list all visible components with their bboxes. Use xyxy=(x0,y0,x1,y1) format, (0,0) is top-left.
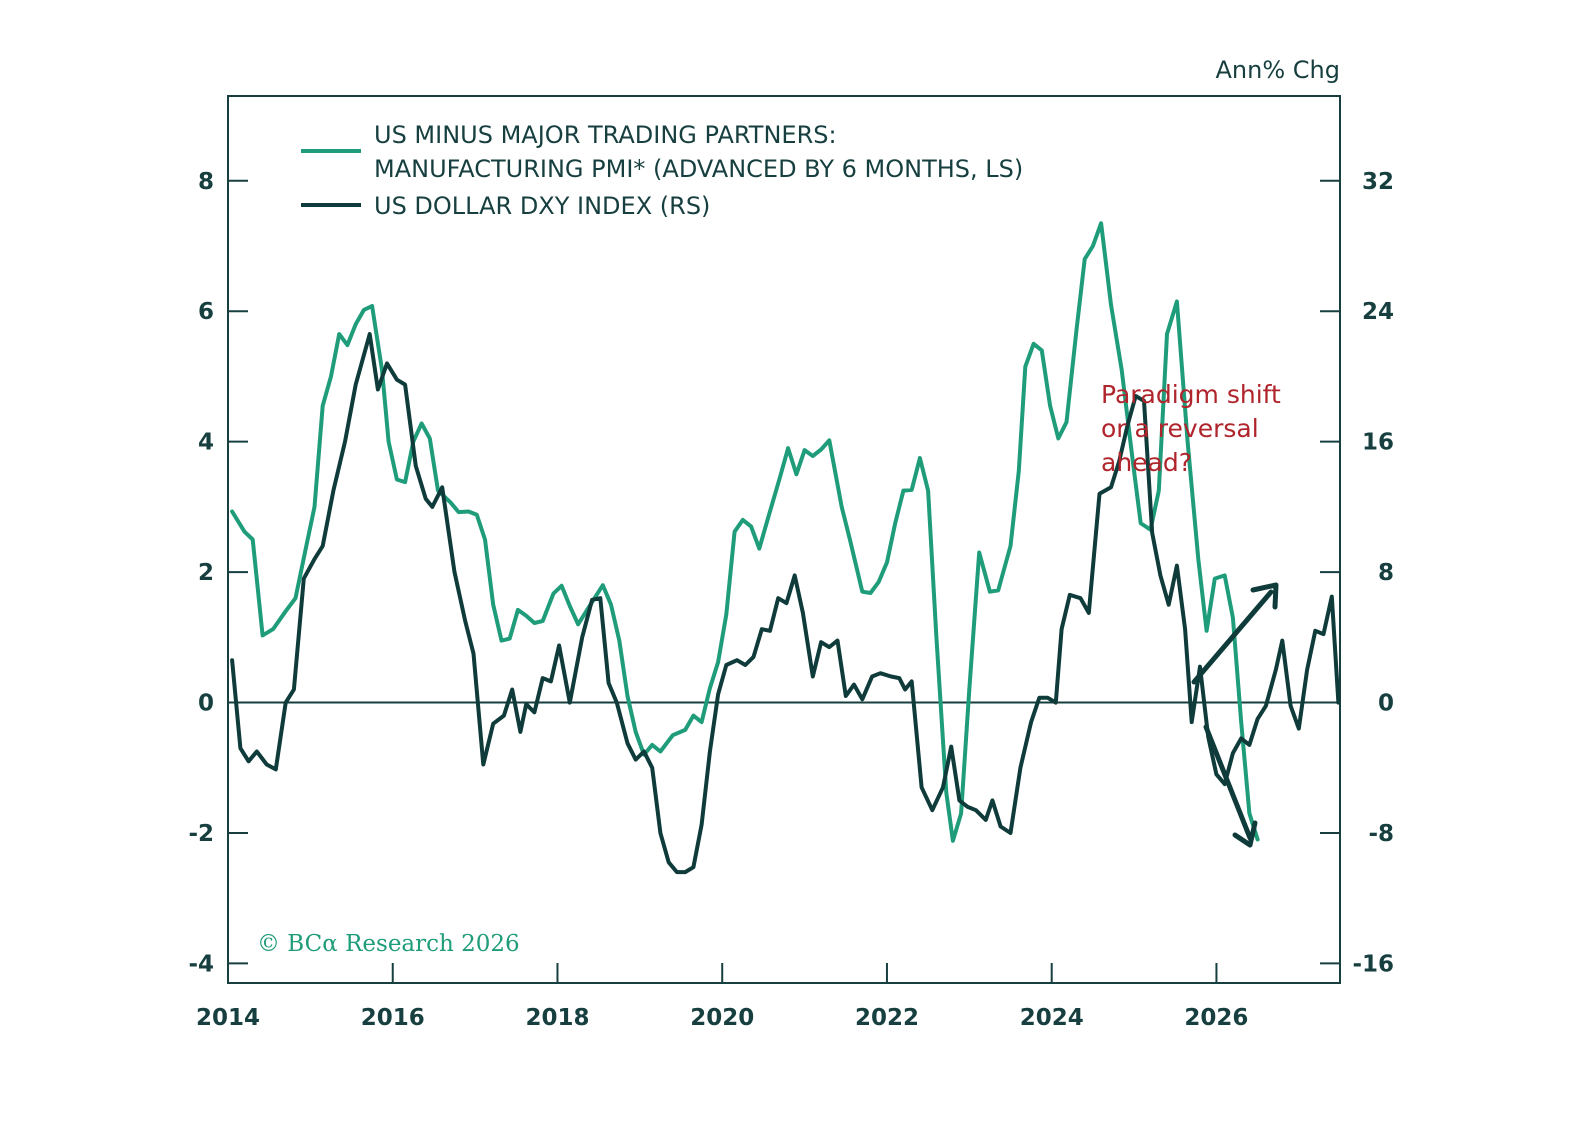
left-tick-label: 0 xyxy=(198,691,214,717)
left-tick-label: 6 xyxy=(198,299,214,325)
copyright-label: © BCα Research 2026 xyxy=(257,931,520,957)
left-tick-label: 4 xyxy=(198,430,214,456)
x-tick-label: 2022 xyxy=(855,1005,919,1031)
annotation-line-2: or a reversal xyxy=(1101,414,1259,443)
left-axis: -4 -2 0 2 4 6 8 xyxy=(188,169,248,977)
left-tick-label: 2 xyxy=(198,560,214,586)
arrow-up-icon xyxy=(1191,582,1279,685)
arrow-down-icon xyxy=(1203,724,1258,848)
legend-label-pmi-line2: MANUFACTURING PMI* (ADVANCED BY 6 MONTHS… xyxy=(374,155,1023,183)
right-tick-label: 24 xyxy=(1362,299,1394,325)
plot-frame xyxy=(227,95,1341,984)
x-tick-label: 2024 xyxy=(1020,1005,1084,1031)
x-tick-label: 2018 xyxy=(525,1005,589,1031)
legend-label-pmi-line1: US MINUS MAJOR TRADING PARTNERS: xyxy=(374,121,837,149)
x-tick-label: 2026 xyxy=(1184,1005,1248,1031)
x-tick-label: 2014 xyxy=(196,1005,260,1031)
right-tick-label: 8 xyxy=(1378,560,1394,586)
legend: US MINUS MAJOR TRADING PARTNERS: MANUFAC… xyxy=(301,121,1023,220)
x-tick-label: 2016 xyxy=(361,1005,425,1031)
series-line-dxy xyxy=(230,332,1341,875)
plot-border xyxy=(227,95,1341,984)
x-axis: 2014 2016 2018 2020 2022 2024 2026 xyxy=(196,963,1248,1031)
annotation-line-1: Paradigm shift xyxy=(1101,380,1281,409)
legend-label-dxy: US DOLLAR DXY INDEX (RS) xyxy=(374,192,710,220)
unit-label: Ann% Chg xyxy=(1216,56,1340,84)
right-axis: -16 -8 0 8 16 24 32 xyxy=(1320,169,1394,977)
left-tick-label: 8 xyxy=(198,169,214,195)
right-tick-label: -8 xyxy=(1368,821,1394,847)
annotation-line-3: ahead? xyxy=(1101,448,1192,477)
annotation: Paradigm shift or a reversal ahead? xyxy=(1101,380,1281,848)
right-tick-label: -16 xyxy=(1352,951,1394,977)
series-line-pmi xyxy=(230,221,1260,843)
left-tick-label: -2 xyxy=(188,821,214,847)
series-layer xyxy=(230,221,1341,875)
right-tick-label: 32 xyxy=(1362,169,1394,195)
x-tick-label: 2020 xyxy=(690,1005,754,1031)
right-tick-label: 16 xyxy=(1362,430,1394,456)
left-tick-label: -4 xyxy=(188,951,214,977)
right-tick-label: 0 xyxy=(1378,691,1394,717)
